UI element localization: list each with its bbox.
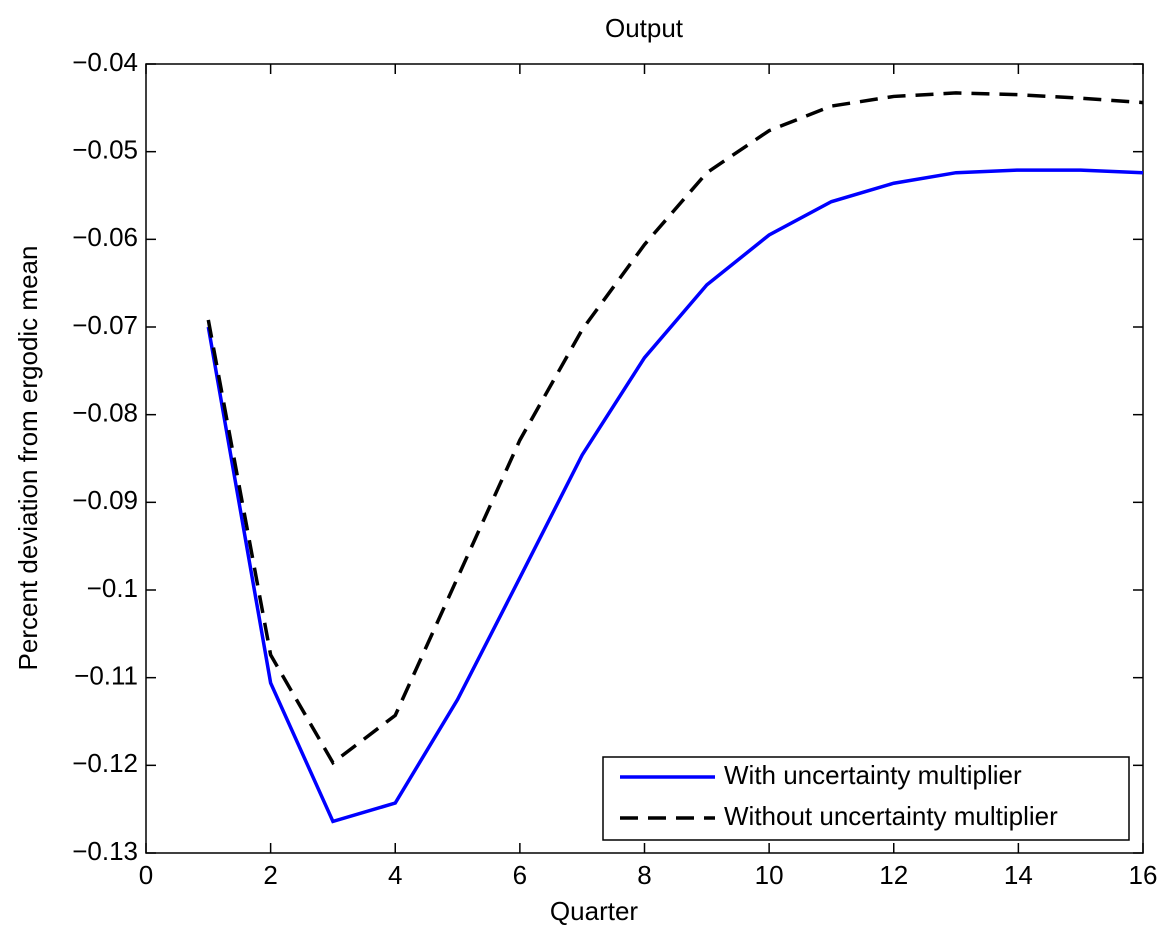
x-tick-label: 10 (755, 860, 784, 890)
y-tick-label: −0.12 (72, 748, 138, 778)
x-tick-label: 8 (637, 860, 651, 890)
x-tick-label: 4 (388, 860, 402, 890)
y-tick-label: −0.06 (72, 222, 138, 252)
x-tick-label: 2 (263, 860, 277, 890)
legend-label: With uncertainty multiplier (724, 760, 1022, 790)
x-tick-label: 16 (1129, 860, 1158, 890)
x-tick-label: 6 (513, 860, 527, 890)
y-tick-label: −0.07 (72, 310, 138, 340)
y-tick-label: −0.08 (72, 398, 138, 428)
y-tick-label: −0.05 (72, 135, 138, 165)
y-tick-label: −0.09 (72, 485, 138, 515)
legend-box (602, 756, 1130, 841)
chart-title: Output (605, 13, 684, 43)
y-axis-label: Percent deviation from ergodic mean (13, 246, 43, 671)
legend-label: Without uncertainty multiplier (724, 801, 1058, 831)
series-line (206, 168, 1144, 824)
x-axis-label: Quarter (550, 896, 638, 926)
y-tick-label: −0.13 (72, 836, 138, 866)
y-tick-label: −0.1 (87, 573, 138, 603)
x-tick-label: 0 (139, 860, 153, 890)
y-tick-label: −0.11 (74, 661, 138, 691)
x-tick-label: 14 (1004, 860, 1033, 890)
x-tick-label: 12 (879, 860, 908, 890)
series-line (206, 91, 1144, 766)
y-tick-label: −0.04 (72, 47, 138, 77)
